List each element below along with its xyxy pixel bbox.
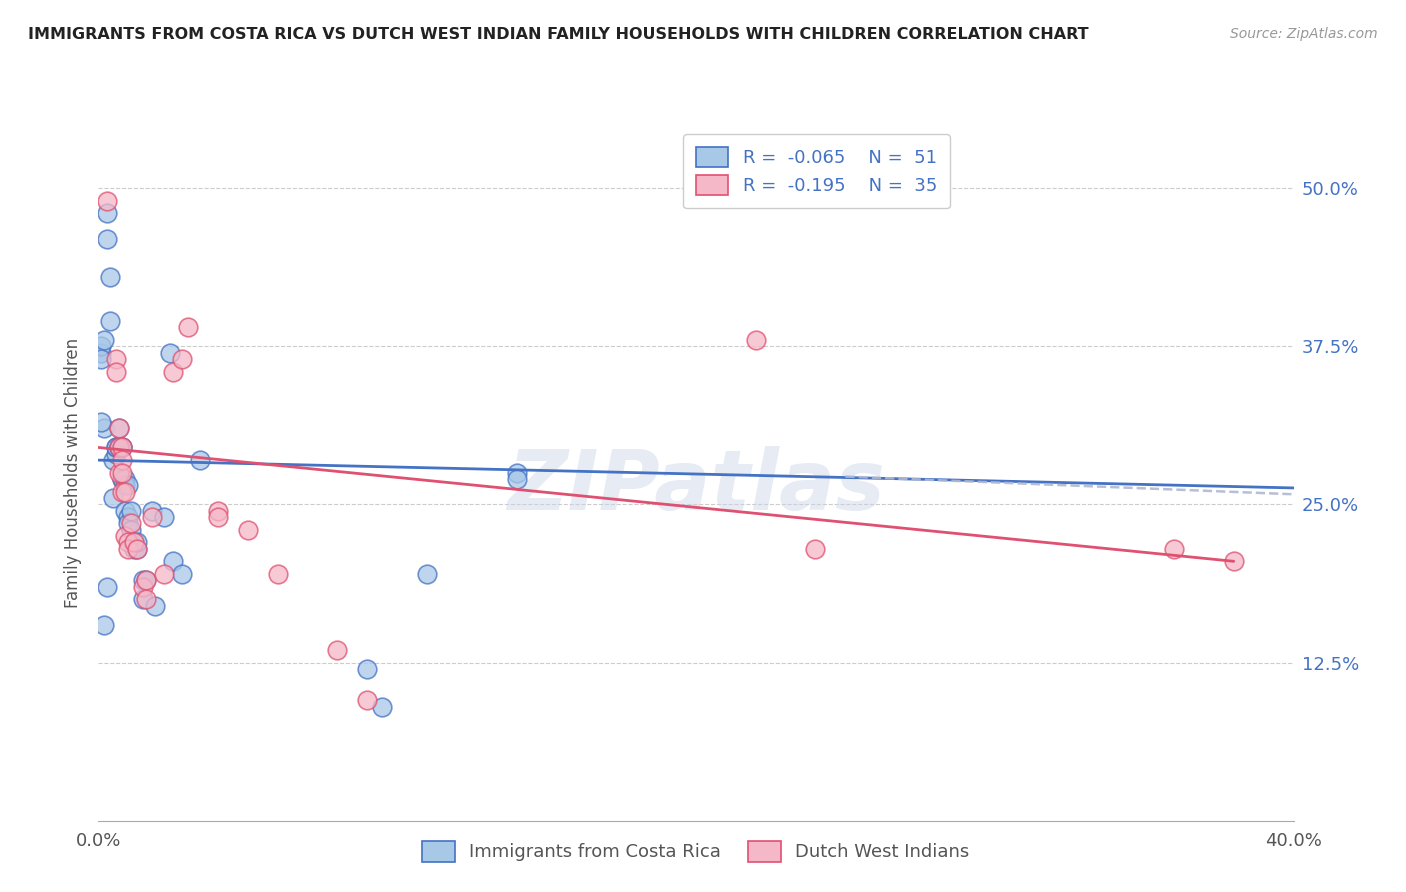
Point [105, 365, 128, 379]
Point [124, 535, 146, 549]
Point [114, 484, 136, 499]
Point [90, 351, 112, 366]
Point [111, 441, 134, 455]
Point [90, 339, 112, 353]
Point [162, 365, 184, 379]
Point [326, 643, 349, 657]
Text: ZIPatlas: ZIPatlas [508, 446, 884, 527]
Point [1163, 541, 1185, 556]
Point [108, 421, 131, 435]
Point [103, 453, 125, 467]
Point [111, 441, 134, 455]
Point [111, 472, 134, 486]
Point [90, 415, 112, 429]
Point [108, 421, 131, 435]
Point [108, 441, 131, 455]
Point [117, 535, 139, 549]
Legend: Immigrants from Costa Rica, Dutch West Indians: Immigrants from Costa Rica, Dutch West I… [409, 828, 983, 874]
Point [108, 441, 131, 455]
Point [141, 510, 163, 524]
Point [117, 510, 139, 524]
Text: IMMIGRANTS FROM COSTA RICA VS DUTCH WEST INDIAN FAMILY HOUSEHOLDS WITH CHILDREN : IMMIGRANTS FROM COSTA RICA VS DUTCH WEST… [28, 27, 1088, 42]
Point [236, 523, 259, 537]
Point [111, 453, 134, 467]
Point [153, 566, 176, 581]
Point [143, 599, 166, 613]
Point [108, 441, 131, 455]
Point [506, 472, 529, 486]
Point [506, 466, 529, 480]
Point [135, 574, 157, 588]
Point [120, 523, 142, 537]
Point [127, 535, 149, 549]
Point [135, 592, 157, 607]
Point [188, 453, 211, 467]
Point [124, 535, 146, 549]
Point [111, 484, 134, 499]
Point [93, 421, 115, 435]
Point [1223, 554, 1246, 568]
Point [804, 541, 827, 556]
Point [96, 206, 118, 220]
Point [416, 566, 439, 581]
Point [100, 314, 122, 328]
Point [114, 529, 136, 543]
Point [105, 441, 128, 455]
Point [207, 504, 229, 518]
Point [111, 472, 134, 486]
Point [371, 699, 394, 714]
Point [120, 516, 142, 531]
Point [267, 566, 290, 581]
Point [111, 441, 134, 455]
Point [153, 510, 176, 524]
Point [114, 478, 136, 492]
Point [93, 333, 115, 347]
Text: Source: ZipAtlas.com: Source: ZipAtlas.com [1230, 27, 1378, 41]
Point [172, 566, 194, 581]
Point [207, 510, 229, 524]
Point [105, 447, 128, 461]
Point [159, 345, 181, 359]
Point [172, 351, 194, 366]
Point [356, 693, 378, 707]
Point [141, 504, 163, 518]
Point [111, 466, 134, 480]
Point [745, 333, 768, 347]
Point [162, 554, 184, 568]
Point [100, 269, 122, 284]
Point [96, 194, 118, 208]
Point [114, 472, 136, 486]
Point [114, 504, 136, 518]
Point [96, 232, 118, 246]
Point [105, 441, 128, 455]
Point [356, 662, 378, 676]
Point [120, 504, 142, 518]
Point [90, 345, 112, 359]
Point [177, 320, 200, 334]
Point [127, 541, 149, 556]
Point [117, 516, 139, 531]
Point [132, 592, 155, 607]
Point [127, 541, 149, 556]
Point [93, 617, 115, 632]
Point [117, 478, 139, 492]
Point [132, 574, 155, 588]
Y-axis label: Family Households with Children: Family Households with Children [65, 338, 83, 607]
Point [124, 541, 146, 556]
Point [117, 541, 139, 556]
Point [132, 580, 155, 594]
Point [96, 580, 118, 594]
Point [135, 574, 157, 588]
Point [103, 491, 125, 505]
Point [108, 466, 131, 480]
Point [105, 351, 128, 366]
